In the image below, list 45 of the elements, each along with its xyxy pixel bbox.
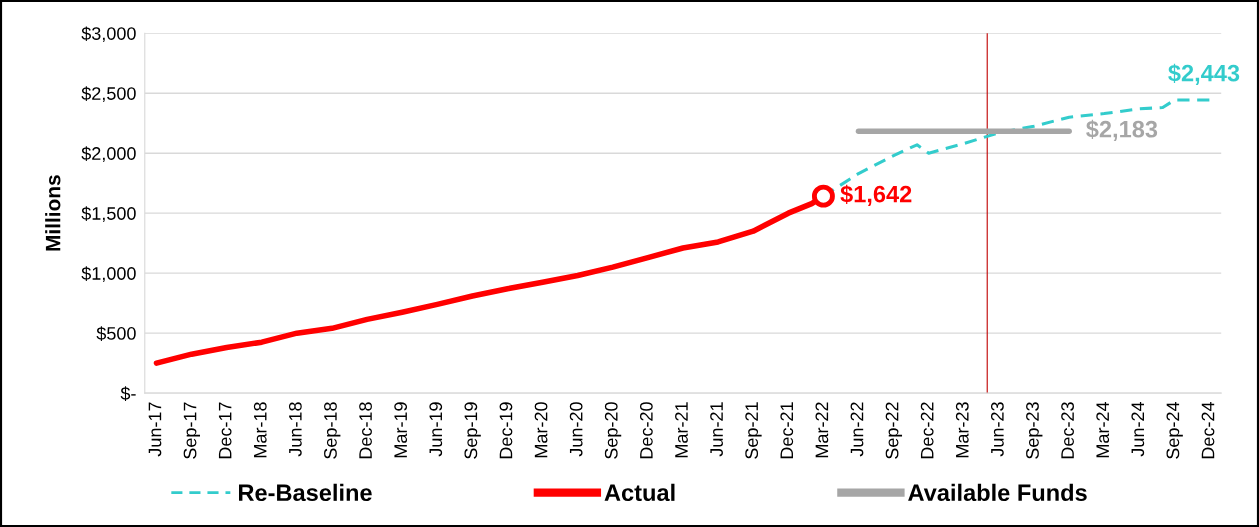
x-tick-label: Sep-20 [604, 402, 622, 459]
y-tick-label: $1,500 [81, 206, 136, 223]
x-tick-label: Dec-24 [1201, 402, 1215, 459]
data-label: $2,183 [1086, 119, 1158, 141]
x-tick-label: Jun-24 [1131, 402, 1145, 457]
data-label: $1,642 [840, 184, 912, 206]
x-tick-label: Mar-23 [955, 402, 969, 458]
x-tick-label: Sep-22 [885, 402, 903, 459]
x-tick-label: Jun-17 [148, 402, 162, 457]
x-tick-label: Dec-19 [499, 402, 513, 459]
data-label: $2,443 [1168, 63, 1240, 85]
x-tick-label: Dec-22 [920, 402, 934, 459]
y-tick-label: $500 [96, 326, 136, 341]
x-tick-label: Jun-22 [850, 402, 864, 457]
x-tick-label: Sep-17 [183, 402, 200, 459]
y-tick-label: $- [120, 386, 136, 401]
legend-label: Available Funds [908, 483, 1087, 502]
y-tick-label: $3,000 [81, 26, 136, 43]
x-tick-label: Mar-18 [253, 402, 267, 458]
x-tick-label: Mar-22 [815, 402, 829, 458]
x-tick-label: Jun-21 [710, 402, 723, 457]
y-tick-label: $1,000 [81, 266, 136, 283]
x-tick-label: Dec-23 [1061, 402, 1074, 459]
x-tick-label: Mar-21 [675, 402, 688, 458]
x-tick-label: Sep-21 [745, 402, 762, 459]
x-tick-label: Sep-18 [324, 402, 341, 459]
x-tick-label: Dec-21 [780, 402, 794, 459]
y-tick-label: $2,500 [81, 86, 136, 103]
x-tick-label: Sep-24 [1166, 402, 1183, 459]
x-tick-label: Jun-20 [569, 402, 583, 457]
y-tick-label: $2,000 [81, 146, 136, 163]
x-tick-label: Mar-20 [534, 402, 548, 458]
legend-label: Actual [604, 483, 675, 502]
x-tick-label: Jun-18 [288, 402, 302, 457]
x-tick-label: Dec-17 [218, 402, 232, 459]
legend-label: Re-Baseline [239, 483, 372, 502]
x-tick-label: Jun-19 [429, 402, 443, 457]
x-tick-label: Sep-23 [1026, 402, 1043, 459]
x-tick-label: Dec-18 [359, 402, 372, 459]
x-tick-label: Mar-24 [1096, 402, 1110, 458]
x-tick-label: Dec-20 [639, 402, 653, 459]
x-tick-label: Jun-23 [990, 402, 1004, 457]
x-tick-label: Sep-19 [464, 402, 481, 459]
x-tick-label: Mar-19 [394, 402, 408, 458]
y-axis-title: Millions [45, 175, 61, 251]
